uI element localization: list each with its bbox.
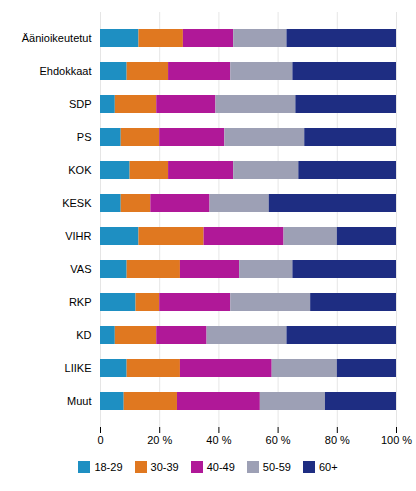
- svg-text:VAS: VAS: [70, 263, 91, 275]
- svg-text:20 %: 20 %: [147, 434, 172, 446]
- html-text:40-49: 40-49: [206, 461, 235, 473]
- svg-text:SDP: SDP: [69, 98, 92, 110]
- html-text:60+: 60+: [318, 461, 338, 473]
- svg-text:Ehdokkaat: Ehdokkaat: [40, 65, 92, 77]
- svg-text:LIIKE: LIIKE: [65, 362, 92, 374]
- html-text:18-29: 18-29: [94, 461, 123, 473]
- svg-text:RKP: RKP: [69, 296, 92, 308]
- svg-text:PS: PS: [77, 131, 92, 143]
- svg-text:40 %: 40 %: [206, 434, 231, 446]
- svg-text:Äänioikeutetut: Äänioikeutetut: [22, 32, 92, 44]
- svg-text:0: 0: [97, 434, 103, 446]
- svg-text:KESK: KESK: [62, 197, 92, 209]
- svg-text:60 %: 60 %: [266, 434, 291, 446]
- svg-text:KD: KD: [76, 329, 91, 341]
- html-text:50-59: 50-59: [262, 461, 291, 473]
- svg-text:VIHR: VIHR: [65, 230, 91, 242]
- svg-text:80 %: 80 %: [325, 434, 350, 446]
- svg-text:KOK: KOK: [68, 164, 92, 176]
- svg-text:100 %: 100 %: [381, 434, 412, 446]
- svg-text:Muut: Muut: [67, 395, 91, 407]
- html-text:30-39: 30-39: [150, 461, 179, 473]
